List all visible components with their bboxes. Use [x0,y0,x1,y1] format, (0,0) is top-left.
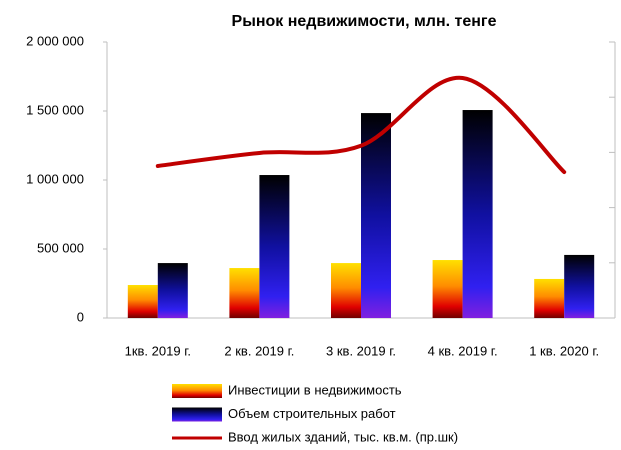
x-tick-label: 4 кв. 2019 г. [428,343,498,358]
bar [432,260,463,318]
legend-label: Инвестиции в недвижимость [228,382,402,397]
x-tick-label: 2 кв. 2019 г. [224,343,294,358]
y-tick-label: 1 500 000 [26,102,84,117]
bar [564,254,595,318]
chart-title: Рынок недвижимости, млн. тенге [232,13,497,30]
x-tick-label: 1кв. 2019 г. [125,343,191,358]
line [155,75,567,175]
bar [127,285,158,318]
legend-label: Ввод жилых зданий, тыс. кв.м. (пр.шк) [228,429,458,444]
y-tick-label: 500 000 [37,240,84,255]
bar [229,268,260,318]
legend-label: Объем строительных работ [228,406,396,421]
legend-swatch [172,384,222,398]
bar [534,278,565,318]
bar [331,263,361,318]
bar [462,110,493,318]
x-tick-label: 1 кв. 2020 г. [529,343,599,358]
y-tick-label: 0 [77,309,84,324]
bar [157,263,188,318]
y-tick-label: 2 000 000 [26,33,84,48]
x-tick-label: 3 кв. 2019 г. [326,343,396,358]
bar [361,113,391,318]
y-tick-label: 1 000 000 [26,171,84,186]
bar [259,175,290,318]
legend-swatch [172,407,222,422]
